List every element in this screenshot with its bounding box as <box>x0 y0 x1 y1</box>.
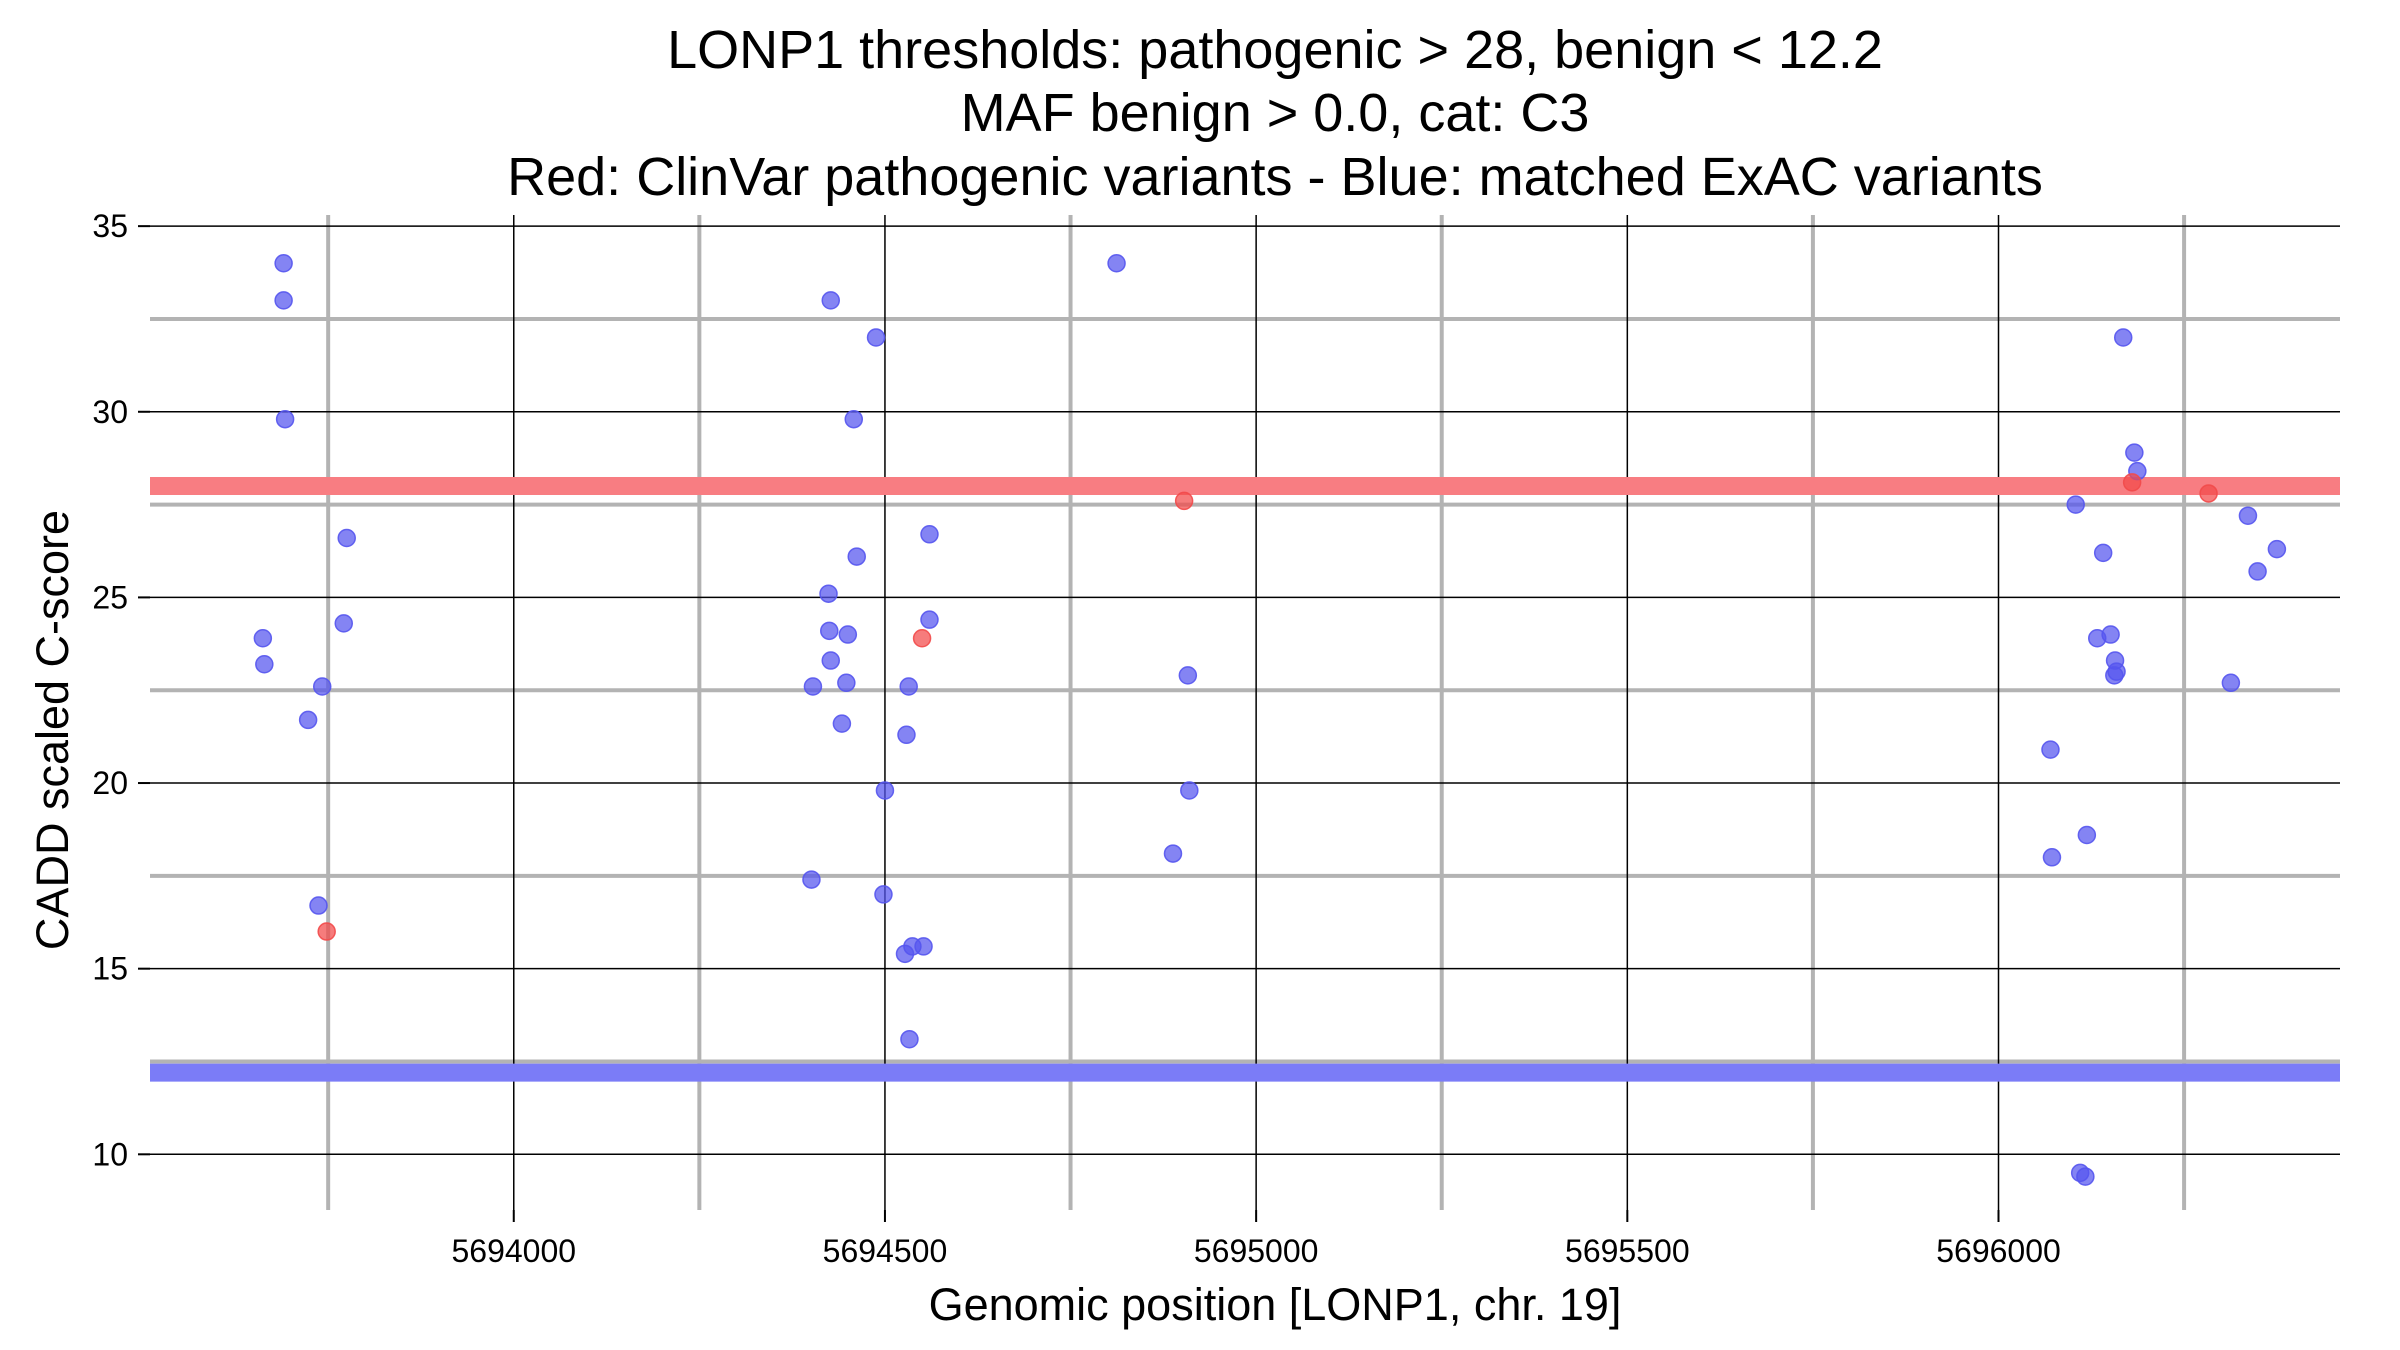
exac-variant-point <box>312 677 332 696</box>
y-tick-label: 10 <box>92 1136 128 1172</box>
exac-variant-point <box>2077 825 2097 845</box>
chart-title-line-3: Red: ClinVar pathogenic variants - Blue:… <box>507 147 2043 207</box>
exac-variant-point <box>837 673 856 693</box>
exac-variant-point <box>821 651 841 670</box>
exac-variant-point <box>2221 673 2241 693</box>
exac-variant-point <box>2076 1167 2095 1186</box>
chart-title-line-2: MAF benign > 0.0, cat: C3 <box>961 83 1590 143</box>
exac-variant-point <box>1163 844 1183 863</box>
x-tick-label: 5694000 <box>451 1233 576 1269</box>
exac-variant-point <box>920 610 939 629</box>
x-tick-label: 5694500 <box>823 1233 948 1269</box>
y-tick-label: 20 <box>92 765 128 801</box>
exac-variant-point <box>1180 781 1199 800</box>
major-gridlines <box>150 215 2340 1210</box>
exac-variant-point <box>337 528 356 548</box>
exac-variant-point <box>255 654 274 674</box>
y-tick-label: 35 <box>92 208 128 244</box>
exac-variant-point <box>298 710 318 730</box>
x-tick-label: 5695000 <box>1194 1233 1319 1269</box>
y-tick-label: 15 <box>92 951 128 987</box>
exac-variant-point <box>866 328 886 347</box>
exac-variant-point <box>844 409 864 429</box>
exac-variant-point <box>274 254 293 273</box>
clinvar-pathogenic-point <box>2122 473 2142 492</box>
exac-variant-point <box>2042 848 2062 867</box>
threshold-bands <box>150 477 2340 1082</box>
clinvar-pathogenic-point <box>912 628 932 648</box>
x-axis: 5694000 5694500 5695000 5695500 5696000 <box>451 1210 2061 1269</box>
exac-variant-point <box>832 714 852 733</box>
exac-variant-point <box>838 625 858 644</box>
exac-variant-point <box>253 628 273 648</box>
exac-variant-point <box>897 725 916 745</box>
exac-variant-point <box>2125 443 2144 462</box>
y-tick-label: 30 <box>92 394 128 430</box>
exac-variant-point <box>875 781 895 800</box>
exac-variant-point <box>309 896 328 915</box>
exac-variant-point <box>895 944 915 964</box>
exac-variant-point <box>2087 628 2107 648</box>
x-axis-label: Genomic position [LONP1, chr. 19] <box>929 1279 1622 1330</box>
clinvar-pathogenic-point <box>2199 484 2218 503</box>
exac-variant-point <box>899 677 918 696</box>
exac-variant-point <box>2267 539 2287 559</box>
exac-variant-point <box>2105 666 2124 685</box>
chart-title-line-1: LONP1 thresholds: pathogenic > 28, benig… <box>667 20 1883 80</box>
exac-variant-point <box>802 870 821 889</box>
exac-variant-point <box>1107 254 1126 273</box>
y-tick-label: 25 <box>92 579 128 615</box>
exac-variant-point <box>874 885 893 904</box>
y-axis-label: CADD scaled C-score <box>27 510 78 950</box>
data-points <box>253 254 2287 1186</box>
exac-variant-point <box>920 525 939 544</box>
exac-variant-point <box>334 614 354 633</box>
exac-variant-point <box>821 291 841 310</box>
exac-variant-point <box>2041 740 2060 759</box>
exac-variant-point <box>2238 506 2258 525</box>
exac-variant-point <box>847 547 866 566</box>
exac-variant-point <box>819 584 838 603</box>
exac-variant-point <box>275 409 295 429</box>
exon-and-score-guides <box>150 215 2340 1210</box>
exac-variant-point <box>2113 328 2133 347</box>
exac-variant-point <box>820 621 839 641</box>
exac-variant-point <box>1178 666 1198 685</box>
exac-variant-point <box>914 937 933 956</box>
y-axis: 10 15 20 25 30 35 <box>92 208 150 1172</box>
clinvar-pathogenic-point <box>317 922 336 941</box>
exac-variant-point <box>900 1029 919 1049</box>
clinvar-pathogenic-point <box>1174 491 1194 511</box>
chart-title: LONP1 thresholds: pathogenic > 28, benig… <box>507 20 2043 207</box>
exac-variant-point <box>2093 543 2113 563</box>
exac-variant-point <box>2066 495 2085 514</box>
x-tick-label: 5696000 <box>1936 1233 2061 1269</box>
exac-variant-point <box>274 291 293 310</box>
exac-variant-point <box>2248 562 2267 581</box>
exac-variant-point <box>803 677 823 696</box>
x-tick-label: 5695500 <box>1565 1233 1690 1269</box>
